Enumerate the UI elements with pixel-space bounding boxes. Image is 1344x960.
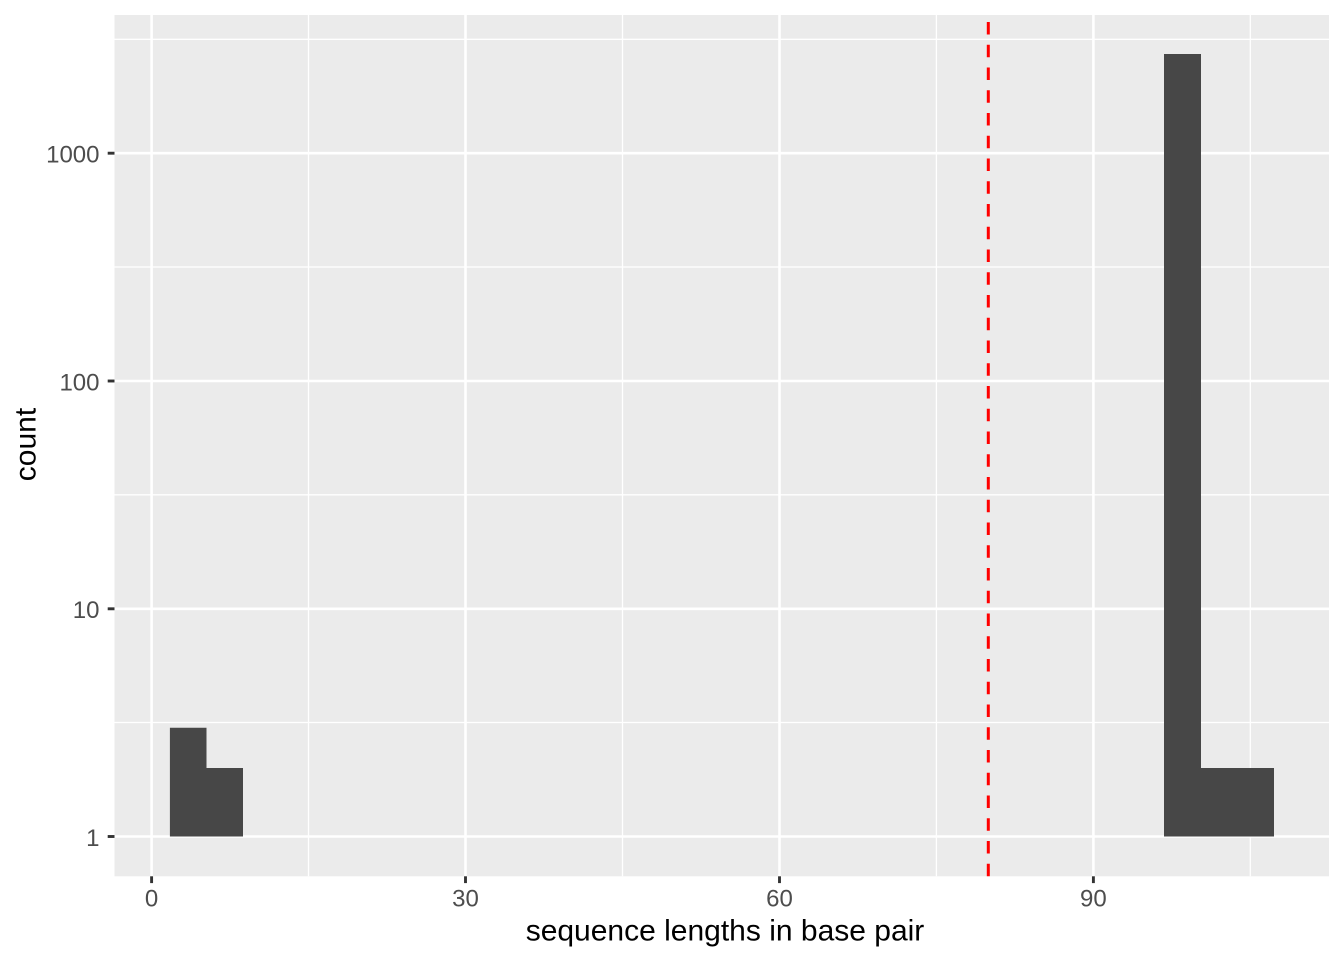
- svg-text:10: 10: [73, 597, 100, 624]
- svg-text:30: 30: [452, 886, 479, 913]
- svg-text:sequence lengths in base pair: sequence lengths in base pair: [526, 915, 925, 948]
- svg-text:1000: 1000: [46, 142, 99, 169]
- svg-text:1: 1: [86, 825, 99, 852]
- svg-text:60: 60: [766, 886, 793, 913]
- svg-text:90: 90: [1080, 886, 1107, 913]
- svg-text:0: 0: [145, 886, 158, 913]
- svg-text:100: 100: [59, 369, 99, 396]
- svg-text:count: count: [9, 407, 42, 481]
